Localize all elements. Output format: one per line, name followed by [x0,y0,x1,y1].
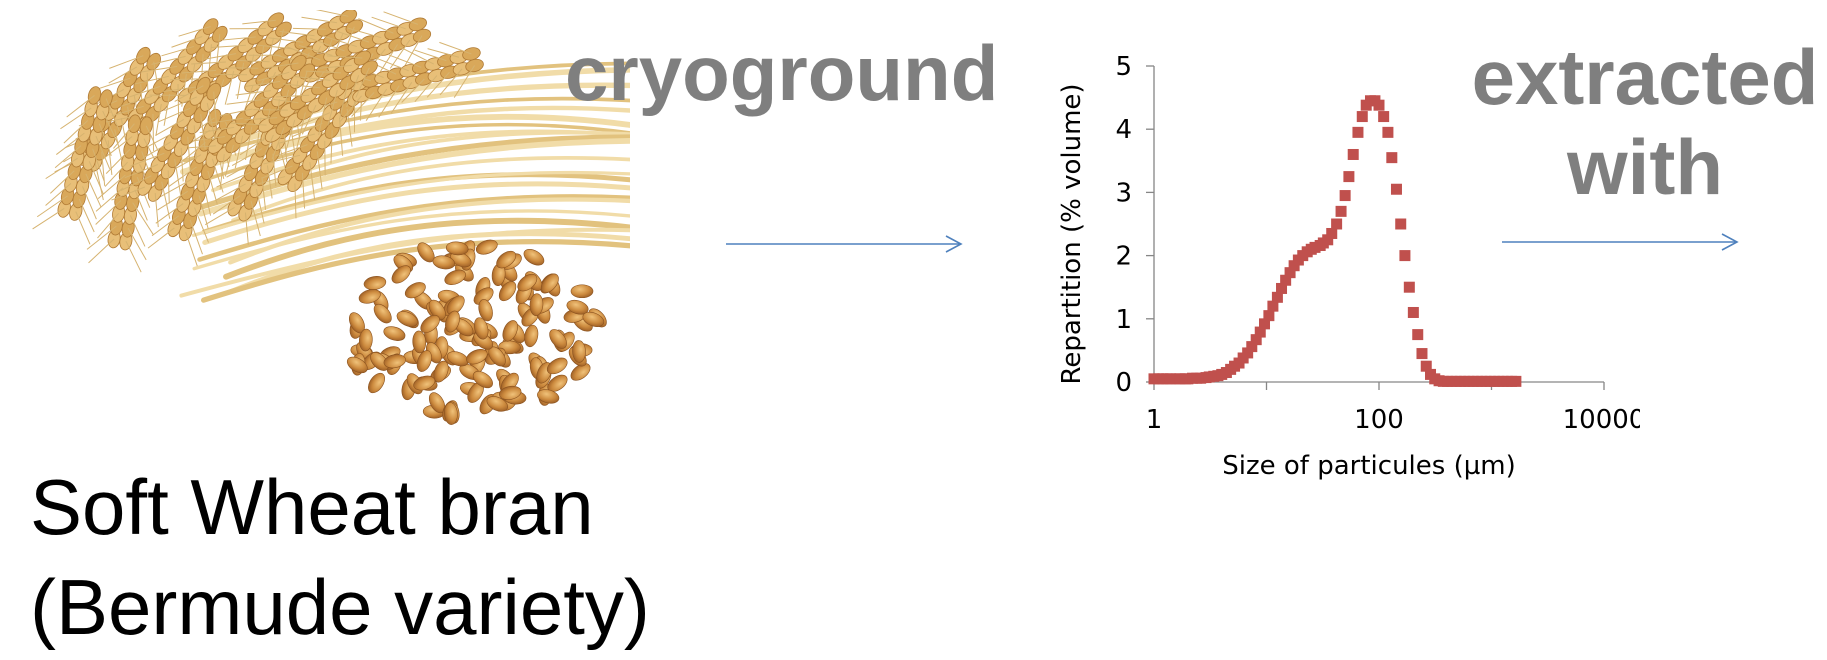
data-point [1254,326,1266,338]
step-extracted-line-2: with [1567,123,1723,211]
y-tick-label: 1 [1115,305,1132,335]
y-tick-label: 5 [1115,52,1132,82]
wheat-ears [32,10,484,273]
data-point [1288,260,1300,272]
data-point [1322,234,1334,246]
y-axis-ticks: 0 1 2 3 4 5 [1115,52,1154,398]
data-point [1331,218,1343,230]
straw-stem [223,217,630,280]
straw-stem [182,96,630,163]
data-point [1343,171,1355,183]
straw-stem [201,82,630,155]
data-point [1382,126,1394,138]
wheat-ear [111,76,221,228]
y-tick-label: 3 [1115,178,1132,208]
straw-stem [201,238,630,303]
data-point [1407,306,1419,318]
data-point [1390,183,1402,195]
x-axis-label: Size of particules (µm) [1222,451,1515,481]
data-point [1280,274,1292,286]
straw-stem [179,227,630,298]
x-axis-ticks: 1 100 10000 [1146,382,1640,435]
data-point [1403,281,1415,293]
data-point [1326,227,1338,239]
data-point [1259,318,1271,330]
data-point [1242,347,1254,359]
data-point [1267,300,1279,312]
y-tick-label: 2 [1115,242,1132,272]
data-point [1416,348,1428,360]
x-tick-label: 10000 [1563,405,1640,435]
x-tick-label: 100 [1354,405,1404,435]
data-point [1395,218,1407,230]
step-extracted-line-1: extracted [1471,33,1819,121]
y-axis-label: Repartition (% volume) [1057,83,1087,384]
data-point [1271,291,1283,303]
data-point [1412,329,1424,341]
straw-stem [180,113,630,175]
y-tick-label: 4 [1115,115,1132,145]
step-extracted-label: extracted with [1450,38,1827,206]
straw-stem [197,194,630,262]
data-point [1386,152,1398,164]
y-tick-label: 0 [1115,368,1132,398]
data-point [1356,111,1368,123]
step-cryoground-label: cryoground [565,29,999,117]
straw-stem [192,209,630,271]
data-point [1373,99,1385,111]
data-point [1246,341,1258,353]
data-point [1347,148,1359,160]
wheat-ear [86,114,162,273]
data-point [1276,282,1288,294]
data-point [1352,126,1364,138]
straw-stem [202,181,630,245]
wheat-ear [325,41,484,123]
data-point [1510,375,1522,387]
data-point [1399,250,1411,262]
data-point [1284,267,1296,279]
data-point [1378,111,1390,123]
data-series [1148,95,1522,387]
data-point [1263,310,1275,322]
data-point [1164,373,1176,385]
caption-line-2: (Bermude variety) [30,563,650,651]
wheat-ear [32,86,120,245]
caption-line-1: Soft Wheat bran [30,463,594,551]
wheat-kernels-pile [346,239,607,425]
straw-stem [231,156,630,223]
data-point [1420,360,1432,372]
wheat-image [32,10,630,425]
wheat-ear [230,50,378,166]
data-point [1339,190,1351,202]
x-tick-label: 1 [1146,405,1163,435]
straw-stem [191,170,630,237]
arrow-right-icon [1502,233,1739,251]
arrow-right-icon [726,235,963,253]
data-point [1250,334,1262,346]
data-point [1335,205,1347,217]
